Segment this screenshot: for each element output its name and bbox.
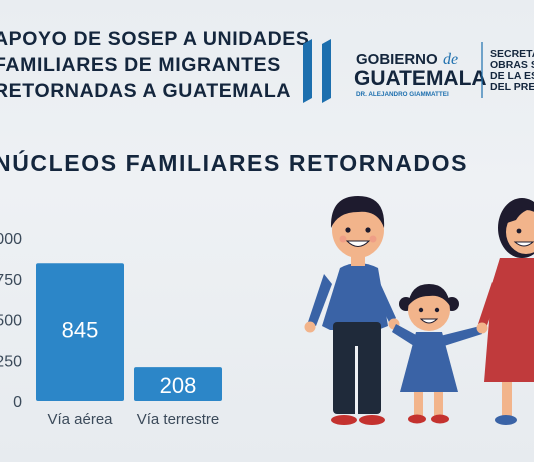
logo-secretaria-2: OBRAS SOCIALES — [490, 59, 534, 71]
headline-line-3: RETORNADAS A GUATEMALA — [0, 80, 292, 102]
x-tick-label-2: Vía terrestre — [137, 411, 220, 428]
y-tick-label: 500 — [0, 313, 22, 330]
logo-president: DR. ALEJANDRO GIAMMATTEI — [356, 91, 449, 98]
bar-1 — [36, 263, 124, 401]
headline-line-2: FAMILIARES DE MIGRANTES — [0, 54, 281, 76]
logo-secretaria-1: SECRETARÍA DE — [490, 47, 534, 60]
headline-line-1: APOYO DE SOSEP A UNIDADES — [0, 28, 310, 50]
family-illustration — [304, 196, 534, 425]
header: APOYO DE SOSEP A UNIDADES FAMILIARES DE … — [0, 0, 534, 128]
logo-de: de — [443, 51, 458, 68]
logo-stripe-left — [303, 39, 312, 103]
chart-title: NÚCLEOS FAMILIARES RETORNADOS — [0, 150, 469, 176]
y-tick-label: 1,000 — [0, 231, 22, 248]
bar-2 — [134, 367, 222, 401]
logo-gobierno: GOBIERNO — [356, 51, 438, 68]
gobierno-logo: GOBIERNO de GUATEMALA DR. ALEJANDRO GIAM… — [303, 39, 534, 103]
logo-guatemala: GUATEMALA — [354, 67, 487, 90]
girl-figure — [392, 284, 482, 424]
woman-figure — [476, 198, 534, 425]
data-label-1: 845 — [62, 317, 99, 342]
y-tick-label: 0 — [13, 394, 22, 411]
man-figure — [304, 196, 400, 425]
data-label-2: 208 — [160, 373, 197, 398]
headline: APOYO DE SOSEP A UNIDADES FAMILIARES DE … — [0, 26, 310, 104]
logo-secretaria-4: DEL PRESIDENTE — [490, 81, 534, 93]
y-tick-label: 750 — [0, 272, 22, 289]
logo-secretaria-3: DE LA ESPOSA — [490, 70, 534, 82]
logo-stripe-right — [322, 39, 331, 103]
bar-chart: 1,000 750 500 250 0 845 Vía aérea 208 Vía terres… — [0, 231, 222, 428]
x-tick-label-1: Vía aérea — [47, 411, 113, 428]
y-tick-label: 250 — [0, 353, 22, 370]
